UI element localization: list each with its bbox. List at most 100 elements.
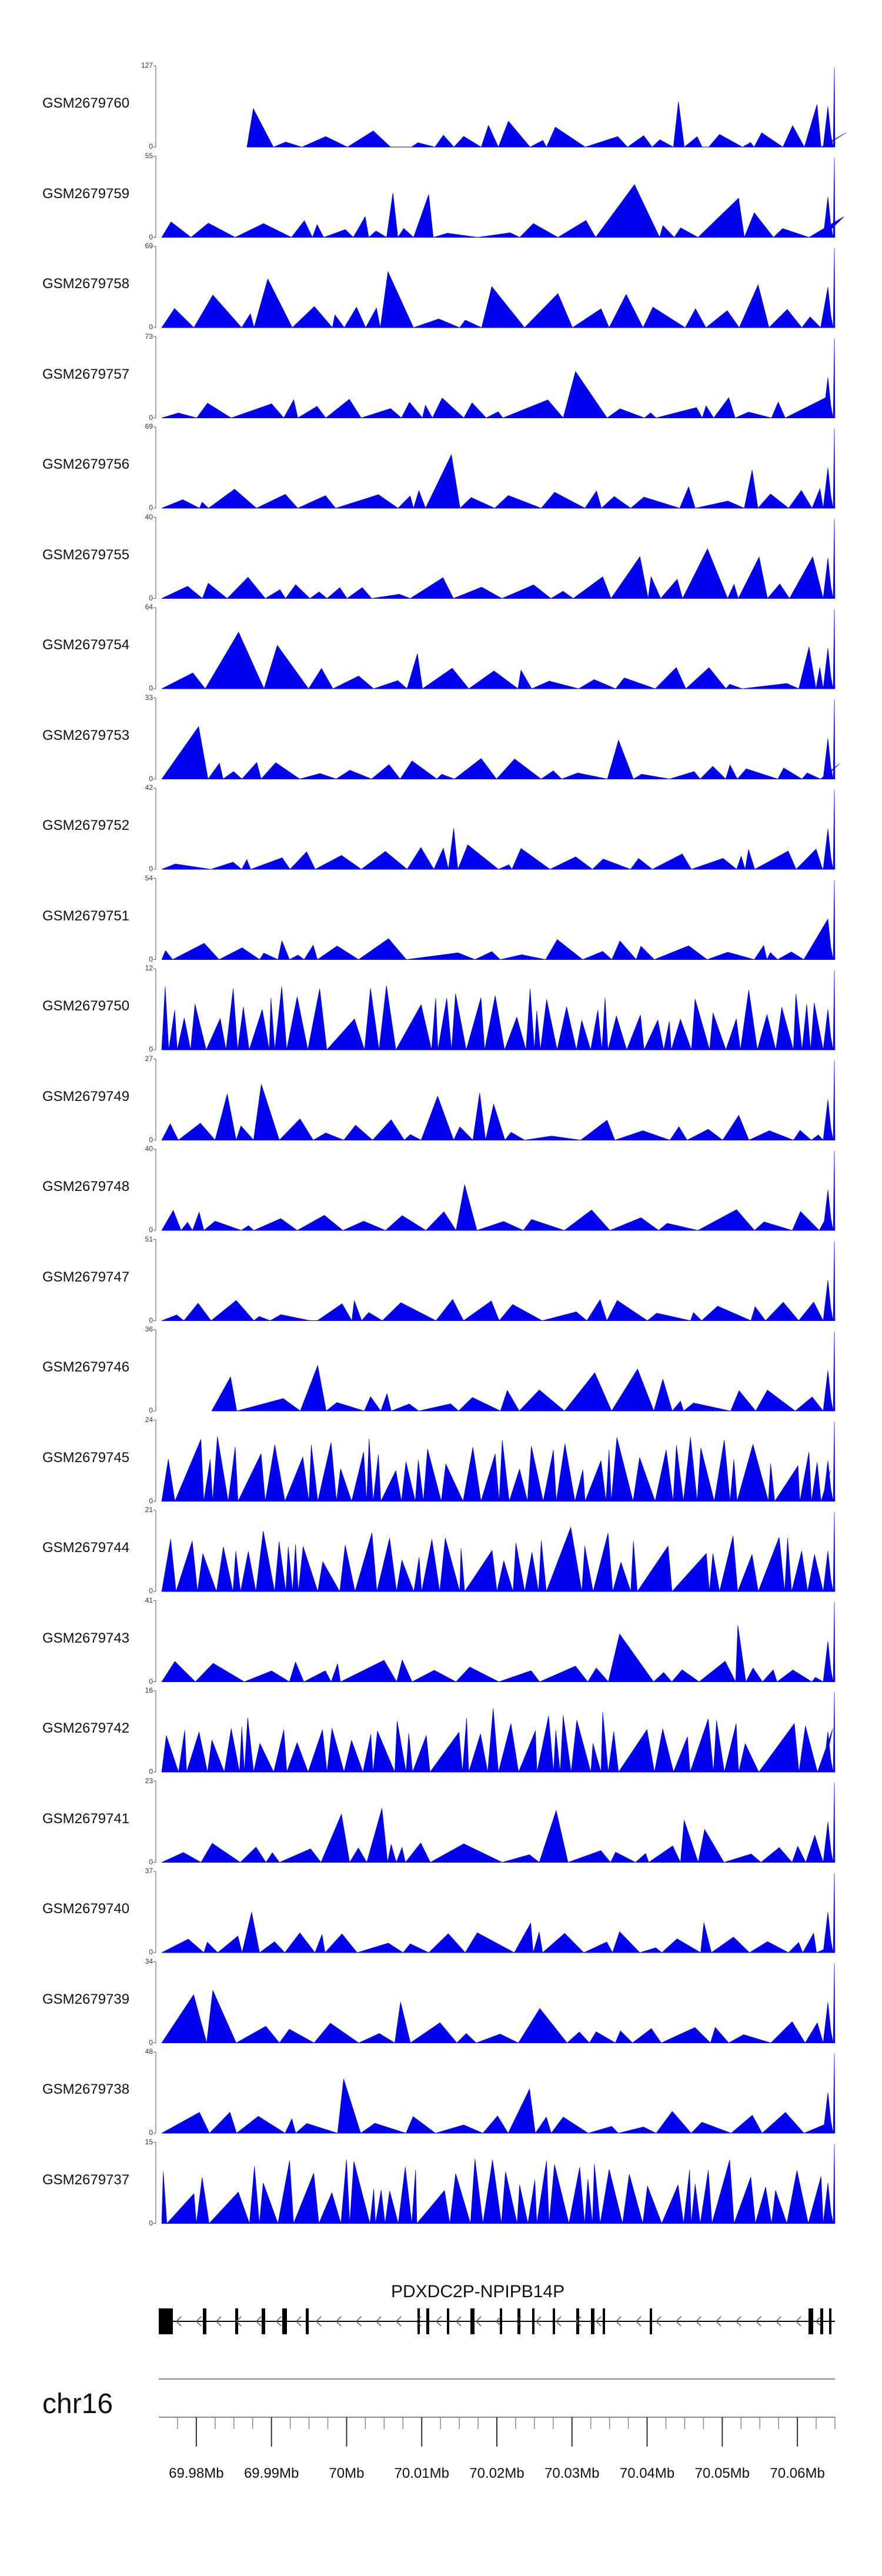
exon-block xyxy=(808,2308,813,2334)
exon-block xyxy=(417,2308,420,2334)
strand-arrow xyxy=(615,2316,622,2327)
y-max-label: 34 xyxy=(145,1957,153,1966)
exon-block xyxy=(517,2308,520,2334)
exon-block xyxy=(591,2308,594,2334)
strand-arrow xyxy=(295,2316,302,2327)
track-label: GSM2679738 xyxy=(42,2081,130,2097)
y-min-label: 0 xyxy=(149,1226,153,1234)
strand-arrow xyxy=(735,2316,741,2327)
coverage-area xyxy=(161,1602,836,1683)
x-tick-label: 70.01Mb xyxy=(394,2465,449,2481)
y-min-label: 0 xyxy=(149,1135,153,1144)
coverage-area xyxy=(161,1060,836,1141)
exon-block xyxy=(553,2308,555,2334)
y-max-label: 69 xyxy=(145,422,153,431)
coverage-area xyxy=(161,1963,836,2044)
coverage-area xyxy=(161,1422,836,1502)
strand-arrow xyxy=(175,2316,182,2327)
track-label: GSM2679744 xyxy=(42,1540,130,1556)
x-tick-label: 70Mb xyxy=(329,2465,365,2481)
strand-arrow xyxy=(595,2316,602,2327)
strand-arrow xyxy=(335,2316,342,2327)
y-min-label: 0 xyxy=(149,1496,153,1505)
strand-arrow xyxy=(515,2316,522,2327)
track-label: GSM2679753 xyxy=(42,727,130,743)
y-min-label: 0 xyxy=(149,2128,153,2137)
coverage-area xyxy=(161,880,836,960)
track-label: GSM2679759 xyxy=(42,185,130,202)
y-max-label: 48 xyxy=(145,2047,153,2056)
y-max-label: 64 xyxy=(145,603,153,611)
strand-arrow xyxy=(495,2316,502,2327)
y-min-label: 0 xyxy=(149,955,153,963)
y-max-label: 42 xyxy=(145,783,153,792)
x-tick-label: 70.05Mb xyxy=(694,2465,750,2481)
y-min-label: 0 xyxy=(149,684,153,692)
y-min-label: 0 xyxy=(149,142,153,151)
y-min-label: 0 xyxy=(149,865,153,873)
strand-arrow xyxy=(655,2316,662,2327)
strand-arrow xyxy=(375,2316,382,2327)
y-max-label: 69 xyxy=(145,242,153,250)
y-max-label: 55 xyxy=(145,151,153,160)
y-min-label: 0 xyxy=(149,413,153,422)
exon-block xyxy=(447,2308,449,2334)
y-max-label: 73 xyxy=(145,332,153,341)
exon-block xyxy=(650,2308,652,2334)
track-label: GSM2679743 xyxy=(42,1630,130,1646)
strand-arrow xyxy=(535,2316,542,2327)
y-max-label: 23 xyxy=(145,1776,153,1785)
y-max-label: 15 xyxy=(145,2137,153,2146)
exon-block xyxy=(262,2308,265,2334)
strand-arrow xyxy=(355,2316,362,2327)
track-label: GSM2679757 xyxy=(42,366,130,382)
strand-arrow xyxy=(475,2316,482,2327)
coverage-area xyxy=(161,789,836,870)
track-label: GSM2679748 xyxy=(42,1179,130,1194)
track-label: GSM2679742 xyxy=(42,1720,130,1736)
track-label: GSM2679741 xyxy=(42,1810,130,1827)
coverage-area xyxy=(161,248,836,329)
exon-block xyxy=(470,2308,475,2334)
strand-arrow xyxy=(815,2316,821,2327)
coverage-area xyxy=(161,1150,836,1231)
coverage-area xyxy=(161,1241,836,1322)
strand-arrow xyxy=(255,2316,262,2327)
coverage-area xyxy=(161,699,840,780)
y-min-label: 0 xyxy=(149,323,153,331)
y-max-label: 54 xyxy=(145,873,153,882)
y-min-label: 0 xyxy=(149,1587,153,1595)
y-max-label: 21 xyxy=(145,1506,153,1514)
track-label: GSM2679755 xyxy=(42,546,130,563)
gene-title: PDXDC2P-NPIPB14P xyxy=(391,2282,565,2301)
coverage-area xyxy=(161,158,844,238)
strand-arrow xyxy=(235,2316,242,2327)
exon-block xyxy=(603,2308,605,2334)
y-min-label: 0 xyxy=(149,1948,153,1956)
y-min-label: 0 xyxy=(149,1406,153,1414)
coverage-area xyxy=(161,970,836,1051)
coverage-area xyxy=(161,1783,836,1863)
strand-arrow xyxy=(755,2316,761,2327)
exon-block xyxy=(532,2308,534,2334)
coverage-area xyxy=(161,2144,836,2224)
exon-block xyxy=(306,2308,309,2334)
y-min-label: 0 xyxy=(149,774,153,783)
track-label: GSM2679752 xyxy=(42,817,130,833)
strand-arrow xyxy=(675,2316,681,2327)
track-label: GSM2679754 xyxy=(42,637,130,653)
y-min-label: 0 xyxy=(149,232,153,241)
x-tick-label: 69.98Mb xyxy=(169,2465,224,2481)
coverage-area xyxy=(161,519,836,599)
strand-arrow xyxy=(775,2316,781,2327)
y-min-label: 0 xyxy=(149,593,153,602)
chromosome-label: chr16 xyxy=(42,2388,113,2420)
coverage-area xyxy=(161,1873,836,1953)
track-label: GSM2679737 xyxy=(42,2171,130,2188)
track-label: GSM2679760 xyxy=(42,95,130,111)
coverage-area xyxy=(161,2053,836,2134)
coverage-area xyxy=(161,338,836,419)
exon-block xyxy=(426,2308,429,2334)
